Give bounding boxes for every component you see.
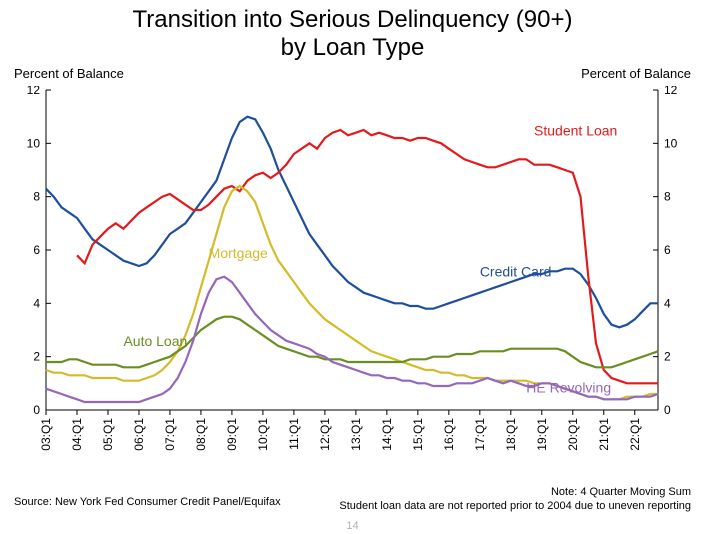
svg-text:20:Q1: 20:Q1 — [566, 418, 580, 451]
svg-text:Mortgage: Mortgage — [209, 245, 268, 261]
svg-text:16:Q1: 16:Q1 — [442, 418, 456, 451]
svg-text:8: 8 — [664, 190, 671, 204]
svg-text:22:Q1: 22:Q1 — [628, 418, 642, 451]
svg-text:10: 10 — [664, 136, 678, 150]
line-chart: 0 0 2 2 4 4 6 6 8 8 10 10 12 12 03:Q1 04:Q1 05:Q1 06:Q1 07… — [24, 86, 680, 454]
svg-text:4: 4 — [33, 296, 40, 310]
svg-text:06:Q1: 06:Q1 — [132, 418, 146, 451]
svg-text:Auto Loan: Auto Loan — [123, 333, 187, 349]
svg-text:HE Revolving: HE Revolving — [526, 380, 611, 396]
footnote-line-2: Student loan data are not reported prior… — [339, 500, 691, 512]
title-line-2: by Loan Type — [281, 34, 425, 61]
y-axis-label-right: Percent of Balance — [581, 66, 691, 81]
svg-text:18:Q1: 18:Q1 — [504, 418, 518, 451]
svg-text:2: 2 — [33, 350, 40, 364]
svg-text:2: 2 — [664, 350, 671, 364]
svg-text:12: 12 — [27, 86, 41, 97]
svg-text:08:Q1: 08:Q1 — [194, 418, 208, 451]
y-axis-label-left: Percent of Balance — [14, 66, 124, 81]
svg-text:12: 12 — [664, 86, 678, 97]
svg-text:11:Q1: 11:Q1 — [287, 418, 301, 450]
svg-text:Credit Card: Credit Card — [480, 264, 552, 280]
svg-text:10:Q1: 10:Q1 — [256, 418, 270, 451]
chart-container: { "title_line1": "Transition into Seriou… — [0, 0, 705, 534]
svg-text:6: 6 — [33, 243, 40, 257]
svg-text:13:Q1: 13:Q1 — [349, 418, 363, 451]
svg-text:0: 0 — [664, 403, 671, 417]
svg-text:8: 8 — [33, 190, 40, 204]
svg-text:4: 4 — [664, 296, 671, 310]
svg-text:21:Q1: 21:Q1 — [597, 418, 611, 451]
svg-text:Student Loan: Student Loan — [534, 122, 617, 138]
source-text: Source: New York Fed Consumer Credit Pan… — [14, 496, 281, 508]
svg-text:09:Q1: 09:Q1 — [225, 418, 239, 451]
svg-text:19:Q1: 19:Q1 — [535, 418, 549, 451]
svg-text:07:Q1: 07:Q1 — [163, 418, 177, 451]
svg-text:10: 10 — [27, 136, 41, 150]
svg-text:0: 0 — [33, 403, 40, 417]
footnote-line-1: Note: 4 Quarter Moving Sum — [551, 486, 691, 498]
svg-text:6: 6 — [664, 243, 671, 257]
svg-text:04:Q1: 04:Q1 — [70, 418, 84, 451]
svg-text:14:Q1: 14:Q1 — [380, 418, 394, 451]
svg-text:03:Q1: 03:Q1 — [39, 418, 53, 451]
svg-text:15:Q1: 15:Q1 — [411, 418, 425, 451]
svg-text:12:Q1: 12:Q1 — [318, 418, 332, 451]
page-number: 14 — [0, 520, 705, 532]
chart-title: Transition into Serious Delinquency (90+… — [0, 6, 705, 61]
svg-text:05:Q1: 05:Q1 — [101, 418, 115, 451]
title-line-1: Transition into Serious Delinquency (90+… — [132, 6, 572, 33]
svg-text:17:Q1: 17:Q1 — [473, 418, 487, 451]
